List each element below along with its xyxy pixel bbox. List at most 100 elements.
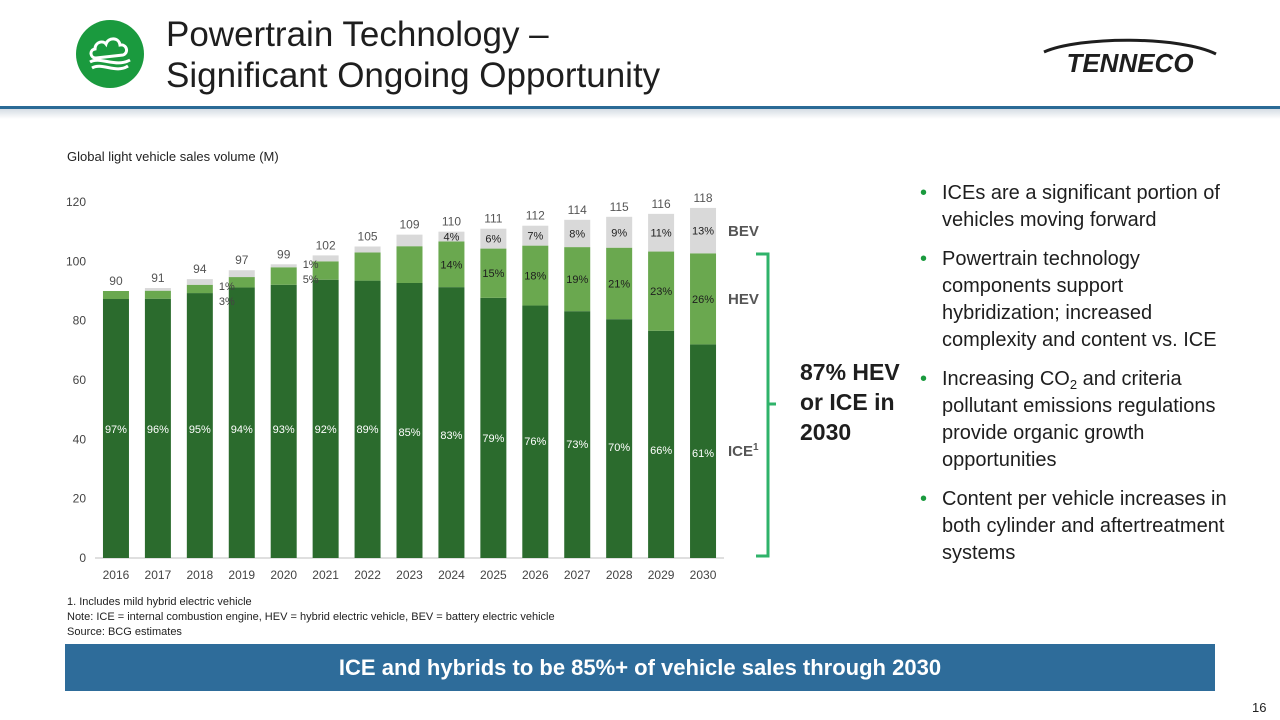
ice-share-label: 94% [231,424,253,436]
y-tick-label: 40 [73,432,87,446]
bar-segment-hev [438,241,465,288]
bar-segment-bev [312,255,339,262]
total-label: 109 [399,218,419,232]
hev-share-label: 5% [303,274,319,286]
bev-share-label: 1% [303,259,319,271]
bar-segment-ice1 [606,319,633,558]
bar-segment-bev [480,228,507,249]
total-label: 94 [193,262,207,276]
bullet-item: • Increasing CO2 and criteria pollutant e… [918,366,1228,474]
bar-segment-ice1 [690,344,717,558]
bar-segment-bev [564,219,591,248]
bar-segment-hev [522,245,549,306]
chart-subtitle: Global light vehicle sales volume (M) [67,149,279,164]
bar-segment-hev [690,253,717,345]
bullet-subscript: 2 [1069,377,1078,392]
ice-share-label: 66% [650,445,672,457]
bar-segment-bev [648,213,675,252]
bar-segment-bev [690,207,717,254]
bar-segment-bev [354,246,381,253]
tenneco-logo: TENNECO [1043,38,1217,78]
bar-segment-hev [270,267,297,285]
bullet-icon: • [920,488,928,510]
ice-share-label: 97% [105,424,127,436]
bullet-icon: • [920,248,928,270]
total-label: 99 [277,247,291,261]
bullet-text-part: and criteria pollutant emissions regulat… [942,368,1216,471]
bar-segment-ice1 [396,282,423,558]
bev-share-label: 9% [611,227,627,239]
hev-share-label: 23% [650,286,672,298]
x-tick-label: 2016 [103,568,130,582]
bar-segment-hev [312,261,339,280]
x-tick-label: 2025 [480,568,507,582]
bar-segment-ice1 [354,280,381,558]
total-label: 111 [484,212,503,226]
ice-share-label: 76% [524,436,546,448]
bar-segment-hev [564,247,591,312]
y-tick-label: 20 [73,492,87,506]
footnote-note: Note: ICE = internal combustion engine, … [67,611,555,623]
brand-text: TENNECO [1066,48,1193,78]
bar-segment-hev [480,248,507,298]
bar-segment-ice1 [186,293,213,558]
hev-share-label: 15% [482,268,504,280]
y-tick-label: 120 [66,195,86,209]
hev-ice-bracket [756,252,776,558]
bar-segment-ice1 [102,299,129,558]
bar-segment-ice1 [228,287,255,558]
bullet-text: Content per vehicle increases in both cy… [942,488,1227,564]
title-line-2: Significant Ongoing Opportunity [166,56,661,95]
hev-share-label: 3% [219,296,235,308]
ice-share-label: 61% [692,448,714,460]
bar-segment-hev [144,290,171,299]
bar-segment-ice1 [438,287,465,558]
ice-share-label: 92% [315,424,337,436]
ice-share-label: 95% [189,424,211,436]
total-label: 116 [652,197,671,211]
y-tick-label: 0 [79,551,86,565]
bar-segment-ice1 [648,330,675,558]
ice-share-label: 79% [482,433,504,445]
header-rule [0,106,1280,109]
bullet-item: • Powertrain technology components suppor… [918,246,1228,354]
legend-label-ice-text: ICE [728,443,753,460]
bullet-text-part: Increasing CO [942,368,1070,390]
x-tick-label: 2017 [145,568,172,582]
x-tick-label: 2026 [522,568,549,582]
bar-segment-bev [270,264,297,268]
bev-share-label: 8% [569,228,585,240]
y-tick-label: 60 [73,373,87,387]
bar-segment-ice1 [312,279,339,558]
footnote-source: Source: BCG estimates [67,626,182,638]
x-tick-label: 2023 [396,568,423,582]
bar-segment-ice1 [480,297,507,558]
total-label: 110 [442,215,461,229]
bar-segment-bev [606,216,633,248]
bar-segment-bev [522,225,549,246]
ice-share-label: 83% [440,430,462,442]
bar-segment-hev [186,284,213,294]
bullet-icon: • [920,368,928,390]
bar-segment-hev [606,247,633,320]
bar-segment-bev [438,231,465,242]
bar-segment-hev [354,252,381,281]
bev-share-label: 7% [527,231,543,243]
bar-segment-ice1 [144,298,171,558]
bar-segment-bev [186,279,213,285]
bar-segment-ice1 [564,311,591,558]
y-tick-label: 100 [66,254,86,268]
page-number: 16 [1252,700,1267,715]
x-tick-label: 2021 [312,568,339,582]
ice-share-label: 85% [398,427,420,439]
bar-segment-bev [144,288,171,291]
hev-share-label: 19% [566,274,588,286]
slide-header: Powertrain Technology – Significant Ongo… [0,0,1280,108]
bar-segment-bev [228,270,255,278]
summary-banner: ICE and hybrids to be 85%+ of vehicle sa… [65,644,1215,691]
total-label: 90 [109,274,123,288]
bullet-list: • ICEs are a significant portion of vehic… [918,180,1228,579]
hev-share-label: 26% [692,294,714,306]
x-tick-label: 2028 [606,568,633,582]
x-tick-label: 2027 [564,568,591,582]
